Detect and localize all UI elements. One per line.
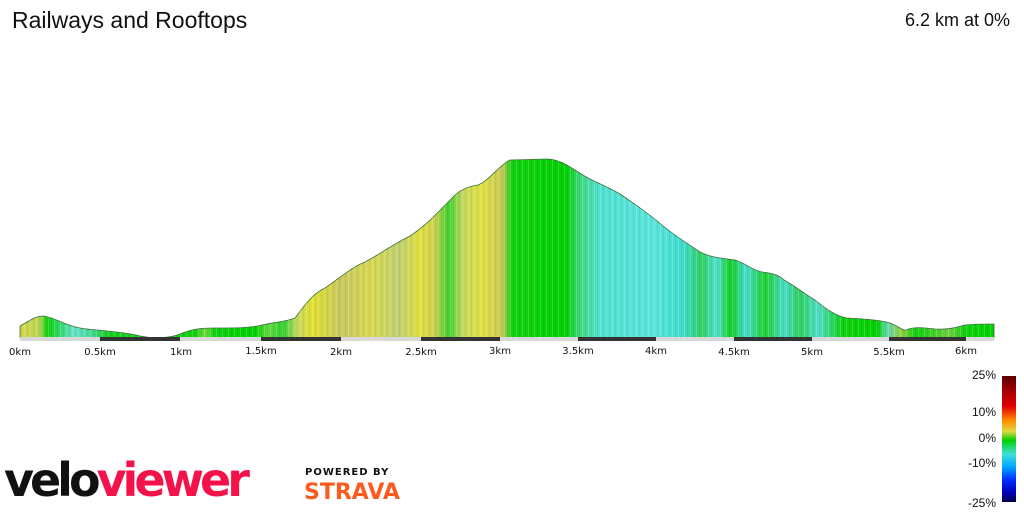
logo-viewer: viewer [96, 453, 250, 507]
legend-label: 25% [971, 368, 996, 382]
gradient-legend: 25% 10% 0% -10% -25% [960, 368, 1024, 512]
legend-label: -10% [967, 456, 996, 470]
legend-label: 0% [978, 431, 996, 445]
x-tick-label: 1km [170, 347, 192, 358]
x-tick-label: 2.5km [405, 347, 437, 358]
x-tick-label: 5.5km [873, 347, 905, 358]
x-tick-label: 0km [9, 347, 31, 358]
x-tick-label: 5km [801, 347, 823, 358]
veloviewer-logo: veloviewer [4, 452, 250, 508]
x-tick-label: 1.5km [245, 346, 277, 357]
x-tick-label: 4.5km [718, 347, 750, 358]
legend-label: 10% [971, 405, 996, 419]
legend-label: -25% [967, 496, 996, 510]
powered-by-label: POWERED BY [305, 467, 390, 478]
logo-velo: velo [4, 453, 101, 507]
x-tick-label: 4km [645, 346, 667, 357]
x-tick-label: 6km [955, 346, 977, 357]
x-tick-label: 0.5km [84, 347, 116, 358]
x-tick-label: 3km [489, 346, 511, 357]
gradient-color-scale [1002, 376, 1016, 502]
strava-logo: STRAVA [304, 480, 400, 505]
x-tick-label: 3.5km [562, 346, 594, 357]
route-title: Railways and Rooftops [12, 7, 248, 33]
x-tick-label: 2km [330, 347, 352, 358]
elevation-profile-chart [19, 158, 995, 341]
route-summary: 6.2 km at 0% [904, 10, 1010, 30]
distance-scale-bar [20, 337, 994, 341]
